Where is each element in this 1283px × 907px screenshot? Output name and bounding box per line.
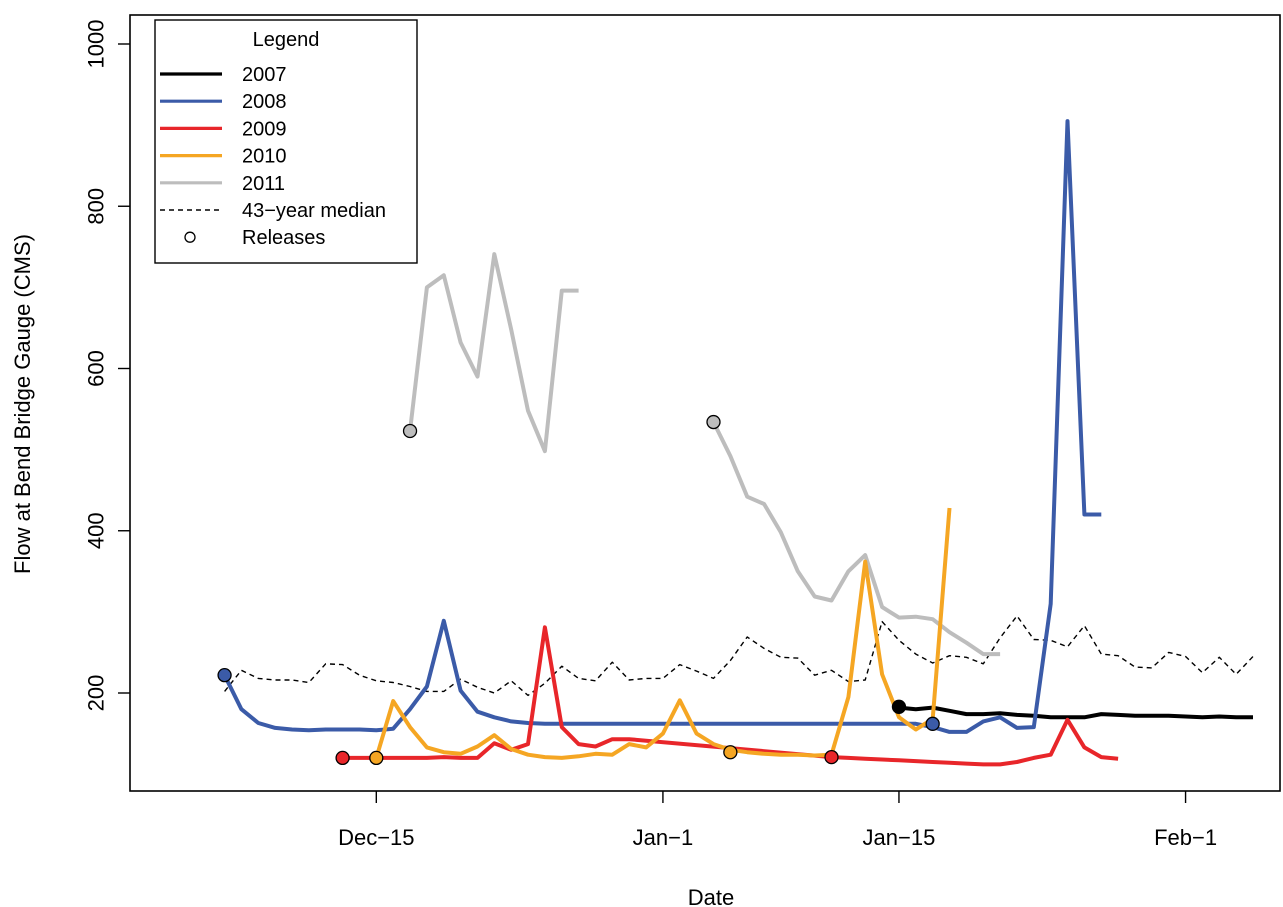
legend-box (154, 19, 418, 264)
legend-entries: 2007 2008 2009 2010 2011 43−year median Releas… (160, 64, 386, 249)
release-markers (217, 414, 940, 766)
release-marker-2008-1 (217, 668, 232, 683)
y-tick-label-400: 400 (84, 512, 109, 549)
release-marker-2009-7 (824, 749, 839, 765)
y-tick-label-600: 600 (84, 350, 109, 387)
legend: Legend 2007 2008 2009 2010 2011 43−year media… (154, 19, 418, 264)
release-marker-2010-6 (723, 745, 738, 760)
y-tick-label-800: 800 (84, 188, 109, 225)
release-marker-2007-8 (891, 699, 907, 714)
legend-label-releases: Releases (242, 227, 325, 249)
x-tick-label-2000-12-15: Dec−15 (338, 825, 414, 850)
legend-label-2010: 2010 (242, 146, 287, 168)
legend-label-2007: 2007 (242, 64, 287, 86)
legend-label-43-year-median: 43−year median (242, 200, 386, 222)
legend-label-2008: 2008 (242, 91, 287, 113)
series-line-2011-part-2 (711, 421, 1001, 657)
legend-title: Legend (253, 29, 320, 51)
legend-label-2011: 2011 (242, 173, 285, 195)
legend-label-2009: 2009 (242, 118, 287, 140)
series-line-43-year-median (224, 615, 1254, 697)
release-marker-2011-4 (402, 423, 418, 439)
series-layer (222, 119, 1254, 767)
x-axis-label: Date (688, 885, 734, 907)
series-line-2008 (222, 119, 1102, 734)
y-axis: 200 400 600 800 1000 (84, 20, 130, 712)
series-line-2010 (374, 507, 952, 760)
y-tick-label-200: 200 (84, 675, 109, 712)
release-marker-2010-3 (369, 750, 384, 766)
series-line-2007 (898, 705, 1253, 720)
legend-swatch-releases (184, 231, 196, 243)
y-axis-label: Flow at Bend Bridge Gauge (CMS) (10, 234, 35, 574)
release-marker-2008-9 (925, 716, 940, 731)
x-axis: Dec−15 Jan−1 Jan−15 Feb−1 (338, 791, 1217, 850)
x-tick-label-2001-01-15: Jan−15 (863, 825, 936, 850)
release-marker-2009-2 (335, 750, 350, 766)
series-line-2009 (342, 625, 1119, 767)
plot-area-frame (129, 14, 1281, 792)
x-tick-label-2001-01-01: Jan−1 (633, 825, 694, 850)
series-line-2011-part-1 (408, 252, 579, 454)
release-marker-2011-5 (706, 414, 721, 430)
y-tick-label-1000: 1000 (84, 20, 109, 69)
x-tick-label-2001-02-01: Feb−1 (1154, 825, 1217, 850)
